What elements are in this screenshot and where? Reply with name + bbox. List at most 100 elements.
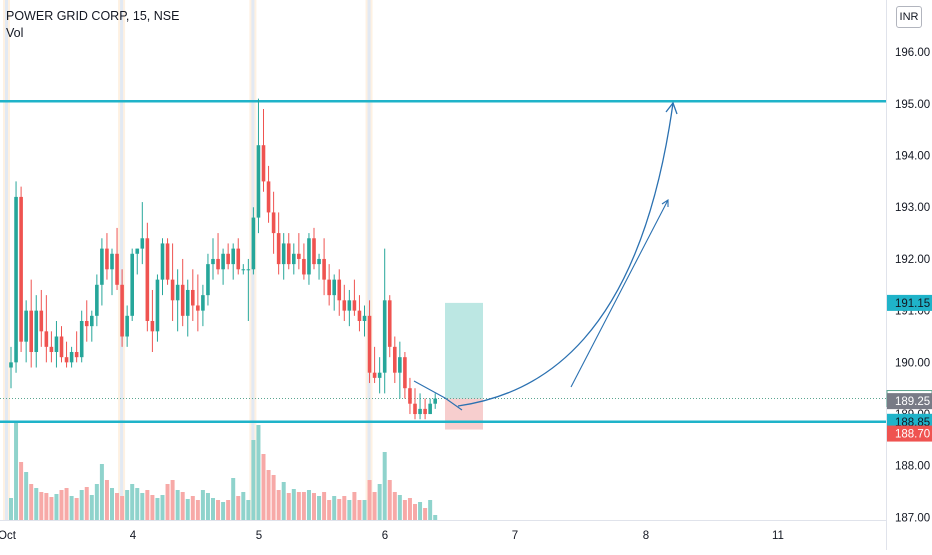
candle-body [246, 269, 251, 271]
candle-body [428, 403, 432, 415]
target-zone [445, 302, 483, 399]
candle-body [185, 289, 190, 316]
candle-body [312, 238, 316, 265]
volume-bar [397, 495, 402, 520]
volume-bar [382, 452, 387, 520]
volume-bar [54, 494, 59, 520]
time-tick-label: 5 [256, 530, 262, 542]
candle-body [59, 336, 64, 358]
candle-body [357, 310, 362, 321]
candle-body [276, 233, 281, 265]
candlesticks [9, 98, 437, 420]
volume-bar [165, 484, 170, 520]
volume-bar [34, 488, 39, 520]
candle-body [191, 289, 195, 306]
currency-button[interactable]: INR [896, 6, 922, 28]
volume-bar [327, 500, 332, 520]
candle-body [408, 388, 412, 404]
volume-bar [19, 462, 24, 520]
long-position-tool [0, 302, 886, 430]
volume-bar [387, 480, 392, 520]
candle-body [398, 357, 402, 373]
volume-bar [39, 492, 44, 520]
candle-body [266, 181, 271, 213]
candle-body [297, 253, 301, 259]
volume-bar [200, 490, 205, 520]
volume-bar [367, 480, 372, 520]
drawing-arrows [413, 101, 678, 411]
volume-bar [256, 425, 261, 520]
volume-bar [94, 484, 99, 520]
candle-body [90, 315, 94, 327]
candle-body [9, 362, 13, 368]
candle-body [403, 357, 407, 389]
volume-bar [423, 508, 428, 520]
volume-bar [392, 492, 397, 520]
volume-bar [135, 488, 140, 520]
volume-bar [155, 498, 160, 520]
volume-bar [150, 495, 155, 520]
candle-body [302, 258, 306, 275]
candle-body [307, 238, 311, 275]
candle-body [382, 300, 387, 373]
candle-body [34, 310, 39, 353]
volume-bar [377, 484, 382, 520]
volume-bar [211, 498, 215, 520]
volume-indicator-label: Vol [6, 26, 24, 40]
candle-body [337, 279, 342, 301]
volume-bar [372, 492, 377, 520]
candle-body [352, 300, 357, 311]
candle-body [372, 372, 377, 378]
candle-body [317, 258, 321, 265]
symbol-title: POWER GRID CORP, 15, NSE [6, 9, 180, 23]
candle-body [170, 279, 175, 301]
volume-bar [402, 500, 407, 520]
candle-body [211, 258, 215, 265]
price-badge-label: 188.70 [895, 429, 930, 441]
candle-body [29, 310, 33, 353]
candle-body [342, 300, 347, 311]
volume-bar [74, 498, 79, 520]
price-tick-label: 190.00 [895, 357, 930, 369]
curved-arrow [457, 102, 674, 407]
candle-body [140, 238, 145, 249]
session-band-inner [367, 0, 371, 520]
volume-bar [84, 487, 89, 520]
price-tick-label: 188.00 [895, 461, 930, 473]
price-axis: 196.00195.00194.00193.00192.00191.00190.… [895, 47, 930, 524]
volume-bar [281, 482, 286, 520]
volume-bar [175, 490, 180, 520]
time-axis: Oct 4 5 6 7 8 11 [0, 530, 784, 542]
volume-bar [246, 500, 251, 520]
candle-body [19, 196, 23, 342]
volume-bar [266, 470, 271, 520]
volume-bar [44, 493, 49, 520]
candle-body [216, 258, 220, 270]
volume-bar [261, 454, 266, 520]
volume-bar [195, 500, 200, 520]
candle-body [180, 284, 185, 316]
candle-body [125, 315, 129, 337]
volume-bar [110, 488, 114, 520]
volume-bar [180, 492, 185, 520]
volume-bar [216, 500, 221, 520]
time-tick-label: 11 [772, 530, 784, 542]
volume-bar [312, 493, 316, 520]
candle-body [393, 346, 397, 373]
volume-bar [226, 500, 231, 520]
volume-bar [433, 515, 438, 520]
price-tick-label: 196.00 [895, 47, 930, 59]
volume-bar [306, 490, 311, 520]
candle-body [281, 243, 286, 265]
volume-bar [347, 500, 352, 520]
volume-bar [59, 490, 64, 520]
candle-body [433, 398, 437, 404]
candle-body [423, 408, 427, 415]
volume-bar [99, 464, 104, 520]
candle-body [160, 243, 165, 280]
stop-zone [445, 398, 483, 430]
volume-bar [352, 492, 357, 520]
candle-body [241, 269, 246, 271]
